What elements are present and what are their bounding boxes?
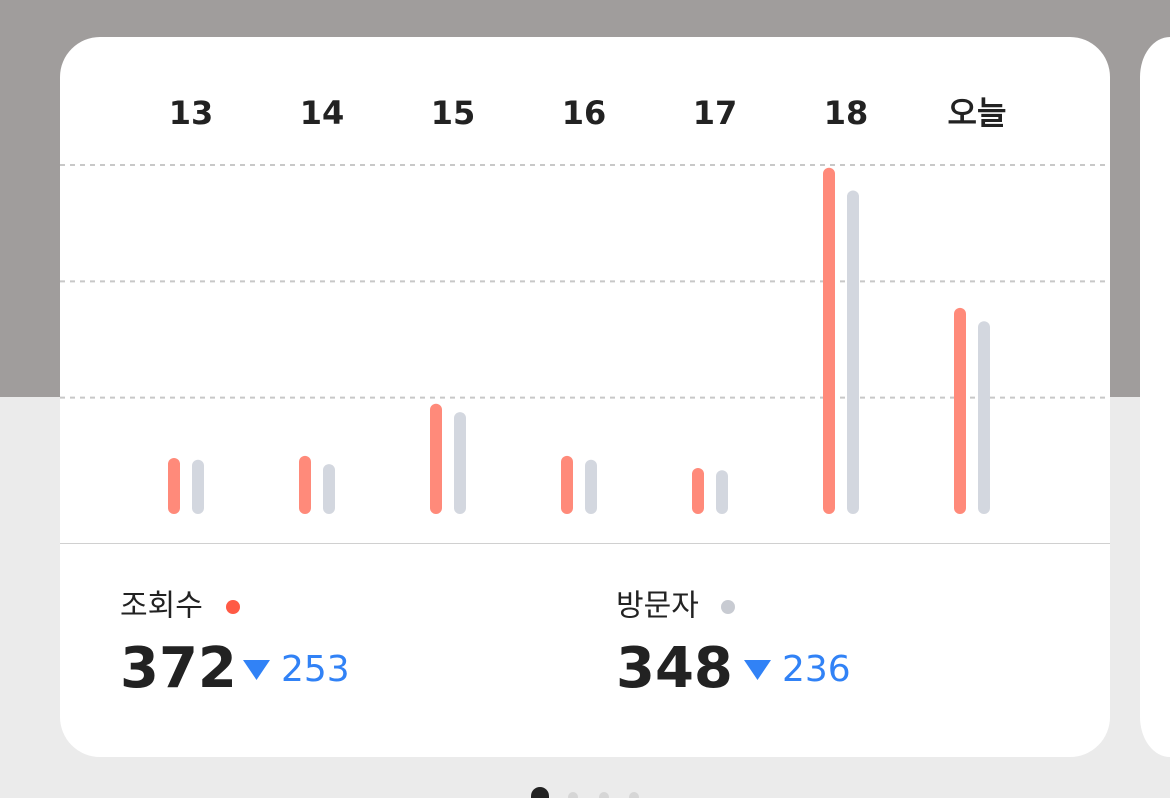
bar (716, 470, 728, 514)
down-arrow (243, 660, 270, 680)
x-tick-label: 18 (824, 94, 869, 132)
bar (299, 455, 311, 514)
bar (692, 468, 704, 514)
down-arrow (744, 660, 771, 680)
bar (323, 464, 335, 514)
page-dot[interactable] (568, 792, 578, 798)
bar (192, 459, 204, 514)
next-card (1140, 37, 1170, 757)
bar (454, 412, 466, 514)
page-dot-active[interactable] (531, 787, 549, 798)
bar (585, 459, 597, 514)
bar (847, 190, 859, 514)
bar (561, 455, 573, 514)
legend-dot (226, 600, 240, 614)
summary-label: 방문자 (616, 589, 699, 624)
x-tick-label: 17 (693, 94, 738, 132)
x-tick-label: 오늘 (948, 94, 1007, 132)
x-tick-label: 16 (562, 94, 607, 132)
page-dot[interactable] (599, 792, 609, 798)
summary-change: 236 (782, 649, 851, 690)
bar (978, 321, 990, 514)
summary-change: 253 (281, 649, 350, 690)
bar (823, 167, 835, 514)
summary-label: 조회수 (120, 589, 203, 624)
legend-dot (721, 600, 735, 614)
summary-value: 348 (616, 636, 733, 701)
bar (954, 307, 966, 514)
x-tick-label: 13 (169, 94, 214, 132)
x-tick-label: 14 (300, 94, 345, 132)
x-tick-label: 15 (431, 94, 476, 132)
summary-value: 372 (120, 636, 237, 701)
bar (168, 458, 180, 514)
bar (430, 403, 442, 514)
page-dot[interactable] (629, 792, 639, 798)
